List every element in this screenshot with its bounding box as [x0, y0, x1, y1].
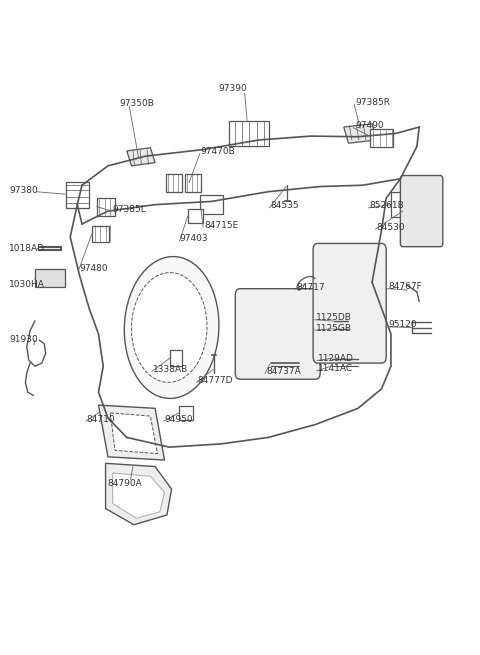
Text: 84535: 84535: [271, 202, 300, 210]
Text: 84715E: 84715E: [204, 221, 239, 230]
Text: 84530: 84530: [377, 223, 406, 232]
FancyBboxPatch shape: [400, 176, 443, 247]
Text: 84790A: 84790A: [107, 479, 142, 489]
FancyBboxPatch shape: [179, 405, 193, 420]
Polygon shape: [110, 413, 157, 454]
FancyBboxPatch shape: [391, 193, 405, 217]
Text: 84767F: 84767F: [389, 282, 422, 291]
Text: 84710: 84710: [87, 415, 115, 424]
Text: 1030HA: 1030HA: [9, 280, 45, 289]
Text: 84737A: 84737A: [266, 367, 300, 376]
Text: 97490: 97490: [356, 121, 384, 130]
FancyBboxPatch shape: [166, 174, 182, 193]
Polygon shape: [106, 463, 172, 525]
FancyBboxPatch shape: [200, 195, 223, 214]
Text: 84777D: 84777D: [198, 376, 233, 385]
Text: 97350B: 97350B: [120, 99, 155, 107]
Ellipse shape: [124, 257, 219, 398]
FancyBboxPatch shape: [370, 129, 393, 147]
FancyBboxPatch shape: [235, 289, 320, 379]
Text: 1125DB: 1125DB: [315, 313, 351, 322]
Text: 97385L: 97385L: [113, 204, 146, 214]
FancyBboxPatch shape: [92, 226, 109, 242]
Polygon shape: [98, 405, 165, 460]
Text: 91930: 91930: [9, 335, 37, 344]
FancyBboxPatch shape: [185, 174, 201, 193]
FancyBboxPatch shape: [66, 182, 89, 208]
Text: 94950: 94950: [165, 415, 193, 424]
Polygon shape: [127, 148, 155, 166]
Text: 1125GB: 1125GB: [315, 324, 351, 333]
Text: 1129AD: 1129AD: [318, 354, 354, 363]
FancyBboxPatch shape: [188, 209, 203, 223]
FancyBboxPatch shape: [313, 244, 386, 363]
Text: 84717: 84717: [297, 283, 325, 292]
Text: 97480: 97480: [80, 263, 108, 272]
Text: 85261B: 85261B: [370, 202, 405, 210]
Ellipse shape: [132, 272, 207, 383]
FancyBboxPatch shape: [35, 269, 65, 288]
FancyBboxPatch shape: [96, 198, 115, 216]
Text: 97380: 97380: [9, 186, 37, 195]
FancyBboxPatch shape: [170, 350, 182, 366]
Text: 97390: 97390: [218, 84, 247, 93]
Text: 95120: 95120: [389, 320, 417, 329]
Text: 1141AC: 1141AC: [318, 364, 353, 373]
Text: 1338AB: 1338AB: [153, 365, 188, 374]
Text: 97403: 97403: [180, 234, 208, 244]
Text: 1018AD: 1018AD: [9, 244, 45, 253]
Text: 97385R: 97385R: [356, 98, 391, 107]
Polygon shape: [113, 473, 165, 518]
Text: 97470B: 97470B: [200, 147, 235, 156]
FancyBboxPatch shape: [229, 121, 269, 146]
Polygon shape: [344, 124, 377, 143]
